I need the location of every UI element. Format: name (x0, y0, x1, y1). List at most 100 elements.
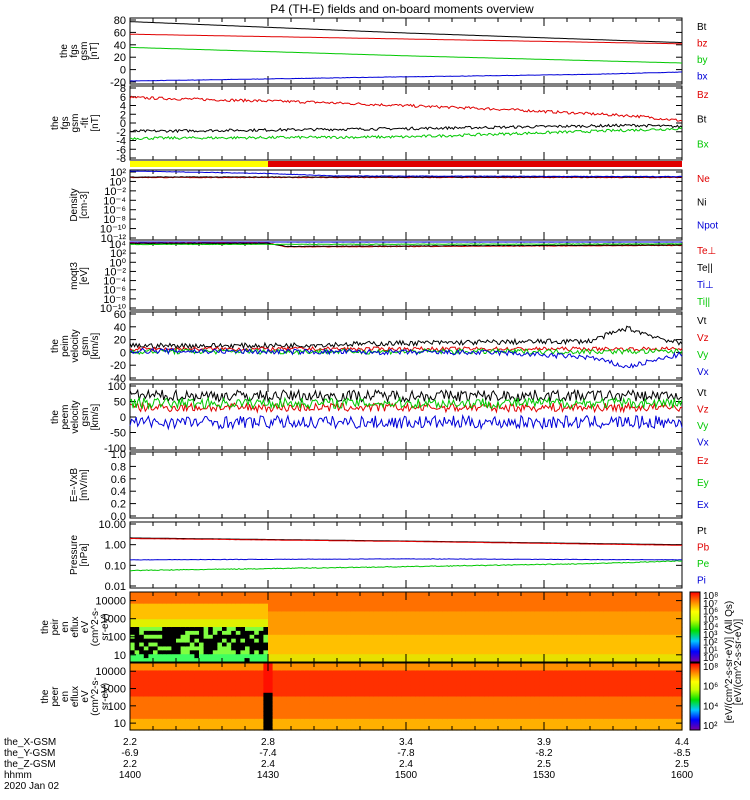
heatmap-cell (493, 703, 499, 709)
heatmap-cell (580, 615, 586, 620)
heatmap-cell (461, 611, 467, 616)
heatmap-cell (143, 711, 149, 716)
heatmap-cell (130, 663, 136, 668)
heatmap-cell (507, 722, 513, 727)
heatmap-cell (534, 707, 540, 712)
heatmap-cell (258, 726, 264, 731)
heatmap-cell (300, 726, 306, 731)
heatmap-cell (424, 634, 430, 640)
heatmap-cell (235, 642, 241, 648)
y-tick-label: -2 (116, 127, 126, 139)
heatmap-cell (304, 726, 310, 731)
heatmap-cell (672, 603, 678, 609)
heatmap-cell (185, 692, 191, 698)
heatmap-cell (318, 715, 324, 720)
heatmap-cell (534, 726, 540, 731)
heatmap-cell (304, 703, 310, 709)
heatmap-cell (636, 703, 642, 709)
heatmap-cell (212, 711, 218, 716)
heatmap-cell (544, 663, 550, 668)
heatmap-cell (240, 677, 246, 683)
heatmap-cell (479, 603, 485, 609)
panel-frame (129, 241, 683, 311)
heatmap-cell (534, 658, 540, 663)
heatmap-cell (640, 685, 646, 690)
heatmap-cell (185, 623, 191, 628)
heatmap-cell (539, 650, 545, 655)
heatmap-cell (373, 722, 379, 727)
heatmap-cell (659, 642, 665, 648)
heatmap-cell (373, 592, 379, 597)
heatmap-cell (263, 592, 269, 597)
heatmap-cell (488, 722, 494, 727)
heatmap-cell (291, 703, 297, 709)
heatmap-cell (534, 599, 540, 605)
heatmap-cell (415, 726, 421, 731)
heatmap-cell (659, 670, 665, 675)
heatmap-cell (194, 642, 200, 648)
heatmap-cell (562, 611, 568, 616)
heatmap-cell (383, 692, 389, 698)
heatmap-cell (254, 619, 260, 624)
heatmap-cell (617, 674, 623, 679)
heatmap-cell (176, 623, 182, 628)
heatmap-cell (350, 646, 356, 651)
heatmap-cell (516, 615, 522, 620)
y-tick-label: -40 (110, 373, 126, 385)
heatmap-cell (373, 638, 379, 644)
legend-Pt: Pt (697, 526, 707, 537)
heatmap-cell (475, 689, 481, 694)
heatmap-cell (212, 677, 218, 683)
heatmap-cell (406, 685, 412, 690)
heatmap-cell (341, 666, 347, 672)
heatmap-cell (562, 666, 568, 672)
heatmap-cell (654, 623, 660, 628)
heatmap-cell (176, 681, 182, 686)
heatmap-cell (511, 670, 517, 675)
heatmap-cell (373, 630, 379, 636)
heatmap-cell (603, 599, 609, 605)
heatmap-cell (617, 630, 623, 636)
heatmap-cell (594, 615, 600, 620)
heatmap-cell (286, 638, 292, 644)
heatmap-cell (622, 718, 628, 724)
heatmap-cell (295, 627, 301, 632)
heatmap-cell (636, 681, 642, 686)
heatmap-cell (364, 615, 370, 620)
heatmap-cell (530, 677, 536, 683)
heatmap-cell (148, 646, 154, 651)
heatmap-cell (507, 623, 513, 628)
heatmap-cell (355, 603, 361, 609)
heatmap-cell (424, 700, 430, 705)
heatmap-cell (162, 642, 168, 648)
heatmap-cell (332, 607, 338, 613)
heatmap-cell (185, 722, 191, 727)
heatmap-cell (364, 595, 370, 601)
heatmap-cell (626, 689, 632, 694)
heatmap-cell (461, 715, 467, 720)
heatmap-cell (383, 634, 389, 640)
heatmap-cell (226, 670, 232, 675)
heatmap-cell (525, 615, 531, 620)
heatmap-cell (401, 670, 407, 675)
heatmap-cell (323, 607, 329, 613)
heatmap-cell (162, 634, 168, 640)
heatmap-cell (240, 666, 246, 672)
heatmap-cell (438, 726, 444, 731)
heatmap-cell (318, 663, 324, 668)
heatmap-cell (203, 715, 209, 720)
heatmap-cell (180, 689, 186, 694)
heatmap-cell (622, 603, 628, 609)
heatmap-cell (603, 689, 609, 694)
heatmap-cell (585, 707, 591, 712)
heatmap-cell (392, 663, 398, 668)
heatmap-cell (249, 607, 255, 613)
legend-Vz: Vz (697, 405, 709, 416)
heatmap-cell (599, 685, 605, 690)
heatmap-cell (346, 726, 352, 731)
y-tick-label: 10⁴ (109, 239, 126, 251)
heatmap-cell (567, 654, 573, 659)
heatmap-cell (392, 623, 398, 628)
heatmap-cell (502, 722, 508, 727)
